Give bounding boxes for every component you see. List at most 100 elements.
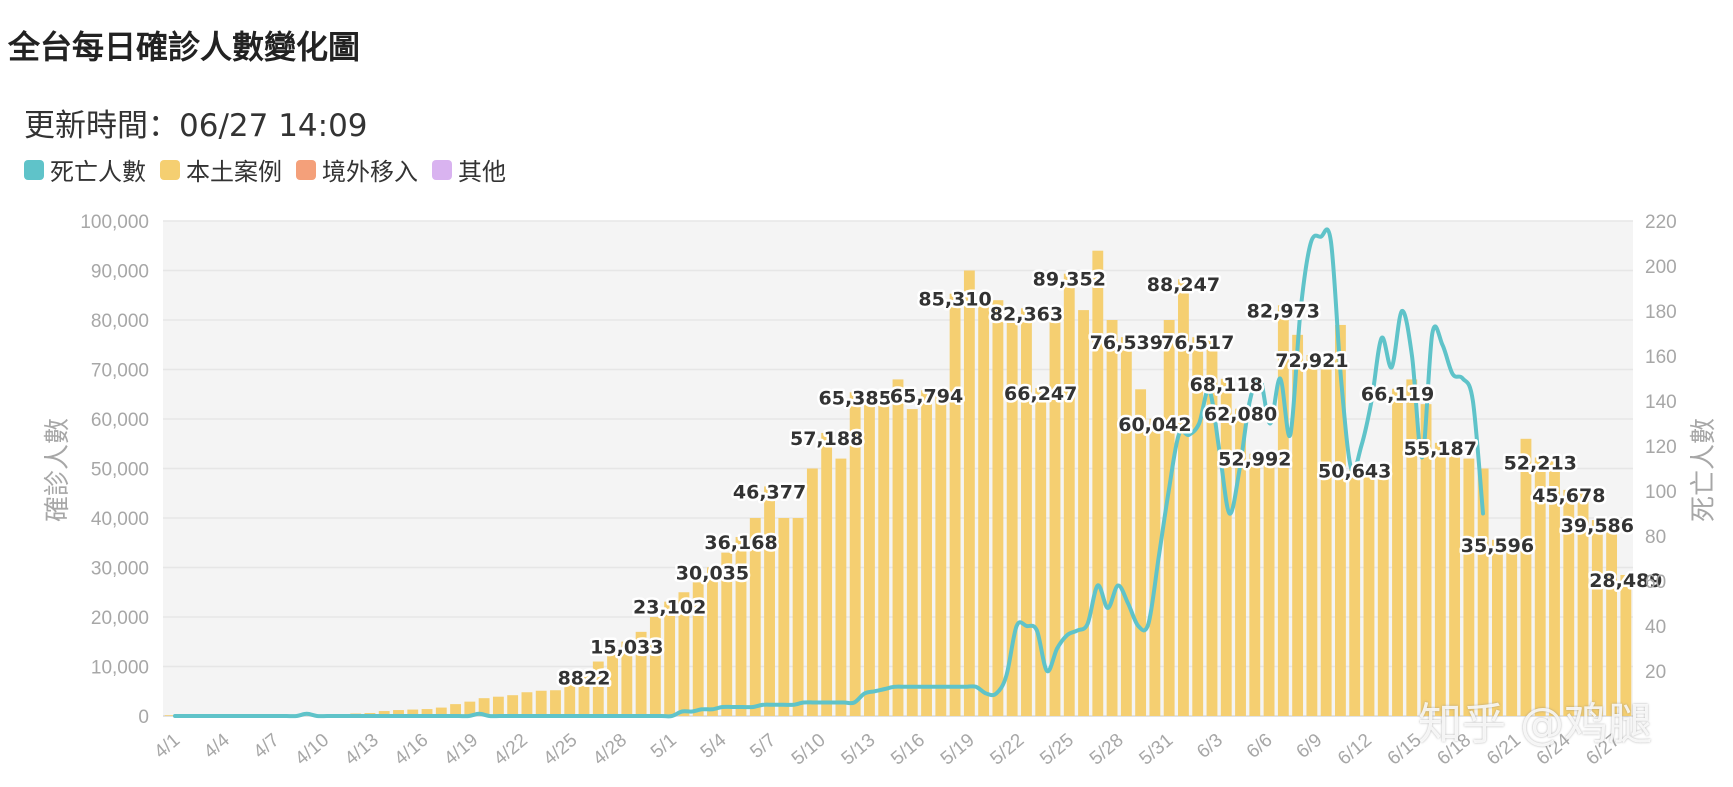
legend-swatch-imported-cases bbox=[296, 159, 316, 180]
bar bbox=[778, 518, 790, 716]
bar bbox=[1135, 389, 1147, 716]
legend-item-deaths[interactable]: 死亡人數 bbox=[24, 152, 146, 187]
bar bbox=[963, 270, 975, 716]
bar bbox=[450, 704, 461, 716]
data-label: 50,643 bbox=[1318, 460, 1391, 482]
bar bbox=[992, 300, 1004, 716]
bar bbox=[1406, 379, 1418, 716]
bar bbox=[1006, 320, 1018, 716]
x-tick-label: 5/4 bbox=[697, 729, 731, 762]
bar bbox=[1335, 324, 1346, 716]
data-label: 35,596 bbox=[1461, 535, 1534, 557]
bar bbox=[507, 695, 519, 716]
legend: 死亡人數 本土案例 境外移入 其他 bbox=[24, 152, 506, 187]
data-label: 23,102 bbox=[633, 597, 706, 619]
bar bbox=[721, 552, 733, 716]
y-tick-label: 20,000 bbox=[91, 608, 149, 629]
bar bbox=[1292, 334, 1304, 716]
bar bbox=[1349, 465, 1361, 716]
y2-tick-label: 160 bbox=[1645, 347, 1677, 368]
legend-swatch-local-cases bbox=[160, 159, 180, 180]
bar bbox=[749, 518, 761, 716]
data-label: 65,794 bbox=[890, 385, 963, 407]
bar bbox=[921, 390, 932, 716]
legend-item-local-cases[interactable]: 本土案例 bbox=[160, 152, 282, 187]
bar bbox=[1392, 388, 1403, 716]
data-label: 62,080 bbox=[1204, 404, 1277, 426]
data-label: 28,489 bbox=[1589, 570, 1662, 592]
y2-tick-label: 140 bbox=[1645, 392, 1677, 413]
bar bbox=[864, 399, 875, 716]
bar bbox=[1506, 542, 1518, 716]
x-tick-label: 5/28 bbox=[1086, 730, 1128, 770]
x-tick-label: 4/22 bbox=[490, 730, 532, 770]
bar bbox=[378, 711, 390, 716]
legend-item-imported-cases[interactable]: 境外移入 bbox=[296, 152, 418, 187]
x-tick-label: 5/7 bbox=[746, 730, 780, 763]
bar bbox=[906, 409, 918, 716]
data-label: 15,033 bbox=[590, 637, 663, 659]
x-tick-label: 5/19 bbox=[937, 730, 979, 770]
bar bbox=[393, 710, 404, 716]
x-tick-label: 6/6 bbox=[1243, 730, 1277, 763]
bar bbox=[1063, 273, 1075, 716]
y2-tick-label: 80 bbox=[1645, 527, 1666, 548]
bar bbox=[1249, 453, 1261, 716]
bar bbox=[792, 518, 804, 716]
bar bbox=[635, 631, 647, 716]
y2-tick-label: 40 bbox=[1645, 617, 1666, 638]
bar bbox=[892, 379, 904, 716]
bar bbox=[1220, 378, 1232, 716]
bar bbox=[1192, 337, 1204, 716]
x-tick-label: 4/10 bbox=[291, 730, 333, 770]
y-axis-left: 0 10,000 20,000 30,000 40,000 50,000 60,000 70,… bbox=[80, 212, 149, 728]
data-label: 65,385 bbox=[819, 387, 892, 409]
data-label: 76,517 bbox=[1161, 332, 1234, 354]
bar bbox=[1591, 520, 1603, 716]
bar bbox=[1463, 458, 1475, 716]
bar bbox=[1235, 408, 1246, 716]
data-label: 39,586 bbox=[1561, 515, 1634, 537]
y2-axis-title: 死亡人數 bbox=[1689, 418, 1719, 522]
data-label: 85,310 bbox=[918, 289, 991, 311]
watermark: 知乎 @鸡腿 bbox=[1418, 699, 1652, 750]
bar bbox=[1477, 468, 1489, 716]
data-label: 45,678 bbox=[1532, 485, 1605, 507]
bar bbox=[821, 432, 833, 716]
bar bbox=[1549, 458, 1560, 716]
x-tick-label: 4/1 bbox=[150, 730, 184, 763]
bar-series bbox=[164, 250, 1632, 716]
y2-tick-label: 100 bbox=[1645, 482, 1677, 503]
bar bbox=[806, 468, 818, 716]
bar bbox=[707, 567, 718, 716]
bar bbox=[935, 394, 947, 716]
bar bbox=[1120, 337, 1132, 716]
data-label: 66,247 bbox=[1004, 383, 1077, 405]
y2-tick-label: 220 bbox=[1645, 212, 1677, 233]
bar bbox=[521, 692, 533, 716]
x-tick-label: 4/19 bbox=[440, 730, 482, 770]
legend-item-other[interactable]: 其他 bbox=[432, 152, 506, 187]
y-axis-title: 確診人數 bbox=[43, 418, 73, 522]
data-label: 55,187 bbox=[1404, 438, 1477, 460]
x-tick-label: 4/25 bbox=[540, 730, 582, 770]
x-tick-label: 5/10 bbox=[788, 730, 830, 770]
y-tick-label: 10,000 bbox=[91, 658, 149, 679]
bar bbox=[978, 295, 990, 716]
bar bbox=[1263, 453, 1275, 716]
x-tick-label: 5/25 bbox=[1036, 730, 1078, 770]
bar bbox=[1021, 308, 1032, 716]
bar bbox=[664, 601, 676, 716]
bar bbox=[1420, 404, 1432, 716]
y2-tick-label: 120 bbox=[1645, 437, 1677, 458]
bar bbox=[1149, 418, 1161, 716]
y-tick-label: 60,000 bbox=[91, 410, 149, 431]
bar bbox=[735, 536, 747, 716]
bar bbox=[578, 672, 590, 716]
y-tick-label: 0 bbox=[138, 707, 149, 728]
data-label: 88,247 bbox=[1147, 274, 1220, 296]
legend-label-other: 其他 bbox=[458, 158, 506, 186]
bar bbox=[1277, 305, 1289, 716]
bar bbox=[1306, 355, 1318, 716]
y-tick-label: 80,000 bbox=[91, 311, 149, 332]
